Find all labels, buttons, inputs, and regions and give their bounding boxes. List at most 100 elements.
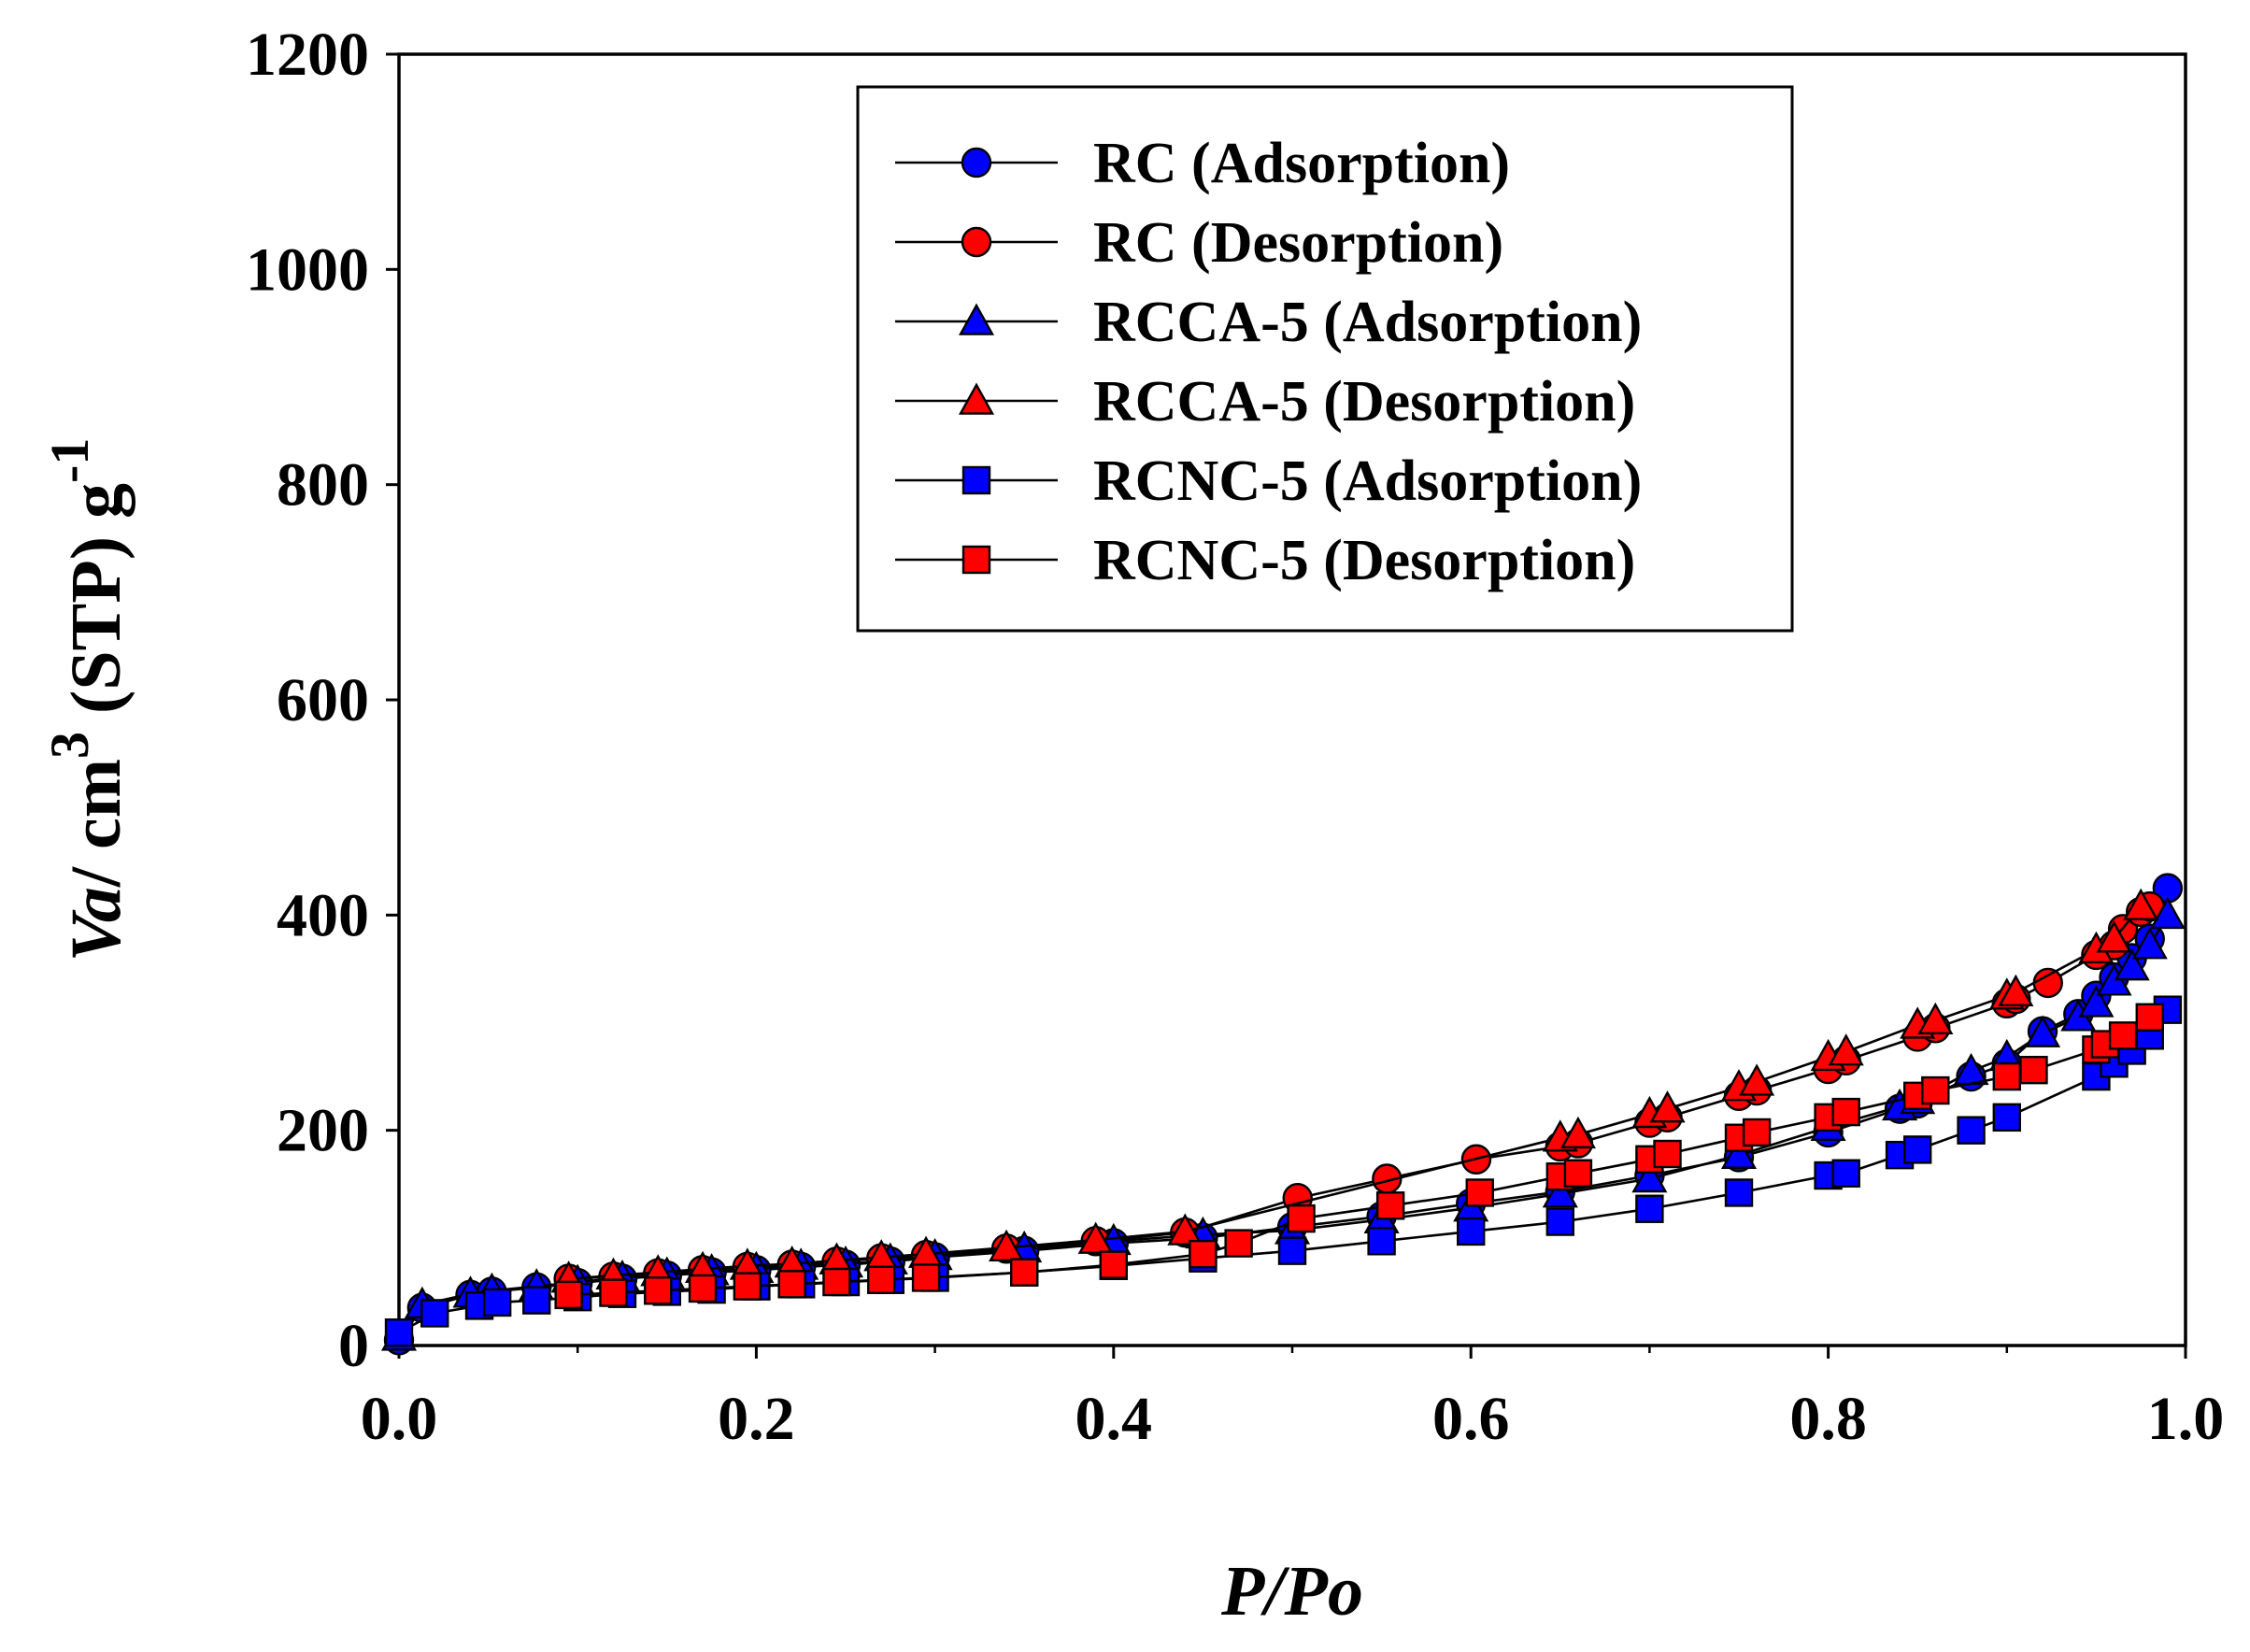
- legend-marker-circle-icon: [961, 147, 992, 178]
- data-point: [384, 1317, 414, 1347]
- y-tick-label: 0: [338, 1312, 369, 1380]
- data-point: [1739, 1063, 1775, 1096]
- legend-item: RCCA-5 (Desorption): [895, 370, 1635, 434]
- y-axis-title-va: Va: [57, 887, 135, 961]
- data-point: [2078, 985, 2115, 1018]
- data-point: [1099, 1250, 1129, 1279]
- data-point: [599, 1278, 628, 1307]
- x-tick-label: 0.4: [1075, 1385, 1153, 1453]
- data-point: [1456, 1217, 1486, 1246]
- data-point: [867, 1265, 896, 1294]
- data-point: [2108, 1021, 2138, 1050]
- data-point: [1287, 1203, 1316, 1233]
- x-tick-label: 0.2: [718, 1385, 795, 1453]
- y-tick-label: 400: [277, 881, 369, 949]
- data-point: [1465, 1178, 1494, 1207]
- legend-label: RC (Adsorption): [1093, 132, 1510, 195]
- data-point: [2131, 927, 2168, 960]
- y-axis: 0 200 400 600 800 1000 1200: [246, 21, 399, 1380]
- y-tick-label: 200: [277, 1097, 369, 1165]
- data-point: [1902, 1135, 1932, 1164]
- y-axis-title-unit: / cm: [57, 759, 135, 888]
- data-point: [1277, 1236, 1307, 1265]
- data-point: [2135, 1003, 2164, 1032]
- y-tick-label: 1000: [246, 235, 369, 304]
- data-point: [2032, 967, 2063, 999]
- series-layer: [380, 873, 2186, 1356]
- series-rcca-5-desorption: [550, 888, 2159, 1293]
- legend-item: RCNC-5 (Desorption): [895, 529, 1635, 592]
- x-axis-title: P/Po: [1220, 1552, 1363, 1631]
- legend-item: RC (Adsorption): [895, 132, 1510, 195]
- legend-marker-square-icon: [961, 465, 991, 495]
- data-point: [1635, 1194, 1664, 1223]
- data-point: [1831, 1097, 1860, 1127]
- series-rcnc-5-desorption: [554, 1003, 2164, 1310]
- data-point: [1992, 1061, 2022, 1091]
- data-point: [1917, 1002, 1954, 1034]
- data-point: [1653, 1139, 1682, 1169]
- data-point: [1545, 1207, 1575, 1236]
- data-point: [822, 1267, 851, 1297]
- legend-marker-triangle-icon: [958, 303, 995, 335]
- legend-item: RCNC-5 (Adsorption): [895, 449, 1642, 513]
- data-point: [777, 1270, 806, 1299]
- data-point: [1828, 1033, 1864, 1066]
- data-point: [1563, 1159, 1593, 1188]
- x-tick-label: 0.6: [1432, 1385, 1510, 1453]
- legend-item: RCCA-5 (Adsorption): [895, 291, 1642, 354]
- data-point: [1167, 1213, 1203, 1246]
- data-point: [522, 1286, 551, 1315]
- data-point: [482, 1288, 512, 1317]
- data-point: [989, 1229, 1025, 1261]
- legend-items: RC (Adsorption) RC (Desorption) RCCA-5 (Ad…: [895, 132, 1642, 592]
- data-point: [1992, 1103, 2022, 1132]
- data-point: [644, 1276, 673, 1305]
- x-tick-label: 0.8: [1789, 1385, 1867, 1453]
- x-tick-label: 1.0: [2147, 1385, 2225, 1453]
- legend-label: RCNC-5 (Desorption): [1093, 529, 1635, 592]
- x-tick-label: 0.0: [361, 1385, 438, 1453]
- data-point: [733, 1272, 762, 1301]
- legend: RC (Adsorption) RC (Desorption) RCCA-5 (Ad…: [856, 85, 1794, 633]
- data-point: [1367, 1227, 1396, 1256]
- legend-marker-triangle-icon: [958, 382, 995, 415]
- x-axis: 0.0 0.2 0.4 0.6 0.8 1.0: [361, 1346, 2225, 1453]
- legend-label: RCNC-5 (Adsorption): [1093, 449, 1642, 513]
- data-point: [2149, 896, 2186, 930]
- data-point: [1542, 1175, 1578, 1208]
- y-tick-label: 800: [277, 451, 369, 520]
- y-axis-title-exp2: -1: [39, 438, 100, 483]
- legend-label: RCCA-5 (Desorption): [1093, 370, 1635, 434]
- y-axis-title-exp1: 3: [39, 732, 100, 759]
- data-point: [1831, 1159, 1860, 1188]
- data-point: [1189, 1239, 1218, 1269]
- legend-item: RC (Desorption): [895, 211, 1503, 275]
- data-point: [1742, 1118, 1772, 1147]
- data-point: [1559, 1116, 1596, 1149]
- data-point: [1649, 1090, 1686, 1123]
- data-point: [1957, 1116, 1986, 1145]
- data-point: [1720, 1136, 1758, 1169]
- data-point: [2019, 1055, 2048, 1085]
- data-point: [2114, 948, 2150, 981]
- y-tick-label: 1200: [246, 21, 369, 89]
- data-point: [420, 1299, 449, 1328]
- legend-box: [856, 85, 1794, 633]
- data-point: [1009, 1258, 1039, 1287]
- data-point: [1921, 1075, 1950, 1105]
- y-axis-title-stp: (STP) g: [57, 483, 135, 732]
- data-point: [1375, 1191, 1405, 1220]
- data-point: [1077, 1221, 1114, 1254]
- legend-marker-square-icon: [961, 545, 991, 575]
- y-tick-label: 600: [277, 666, 369, 734]
- data-point: [688, 1274, 718, 1303]
- data-point: [1631, 1161, 1668, 1193]
- data-point: [1998, 974, 2034, 1007]
- y-axis-title: Va/ cm3 (STP) g-1: [39, 438, 135, 962]
- data-point: [911, 1263, 941, 1292]
- data-point: [2025, 1015, 2061, 1047]
- data-point: [2096, 920, 2132, 953]
- legend-marker-circle-icon: [961, 226, 992, 258]
